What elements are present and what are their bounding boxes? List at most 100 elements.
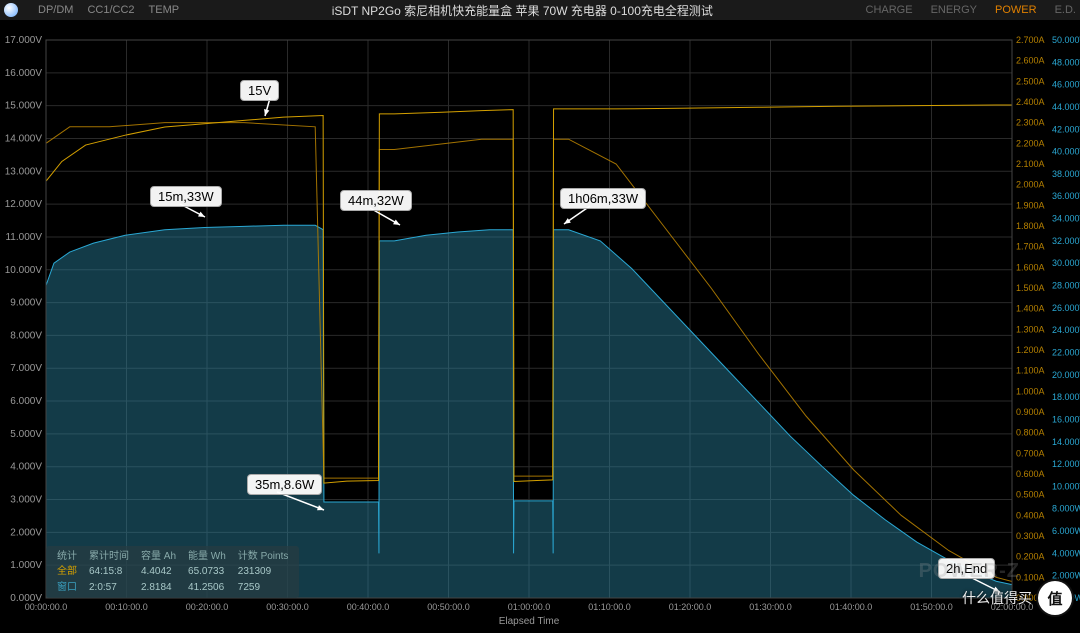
svg-text:1.700A: 1.700A <box>1016 242 1045 252</box>
svg-text:16.000V: 16.000V <box>5 68 43 79</box>
stats-h0: 统计 <box>52 550 82 564</box>
svg-text:46.000W: 46.000W <box>1052 80 1080 90</box>
svg-text:1.300A: 1.300A <box>1016 324 1045 334</box>
svg-text:12.000V: 12.000V <box>5 199 43 210</box>
svg-text:0.200A: 0.200A <box>1016 552 1045 562</box>
svg-text:0.400A: 0.400A <box>1016 510 1045 520</box>
svg-text:0.300A: 0.300A <box>1016 531 1045 541</box>
stats-box: 统计 累计时间 容量 Ah 能量 Wh 计数 Points 全部 64:15:8… <box>46 546 299 599</box>
annotation-4: 35m,8.6W <box>247 474 322 495</box>
stats-r0c2: 65.0733 <box>183 565 231 579</box>
svg-text:38.000W: 38.000W <box>1052 169 1080 179</box>
stats-r0c0: 64:15:8 <box>84 565 134 579</box>
badge-circle-icon: 值 <box>1038 581 1072 615</box>
chart-svg: 0.000V1.000V2.000V3.000V4.000V5.000V6.00… <box>0 20 1080 633</box>
svg-text:2.400A: 2.400A <box>1016 97 1045 107</box>
svg-text:14.000W: 14.000W <box>1052 437 1080 447</box>
site-badge: 什么值得买 值 <box>962 581 1072 615</box>
svg-text:9.000V: 9.000V <box>10 298 42 309</box>
svg-text:42.000W: 42.000W <box>1052 124 1080 134</box>
svg-text:3.000V: 3.000V <box>10 495 42 506</box>
tab-temp[interactable]: TEMP <box>149 4 180 16</box>
svg-text:0.600A: 0.600A <box>1016 469 1045 479</box>
svg-text:01:50:00.0: 01:50:00.0 <box>910 602 953 612</box>
topbar-left: DP/DM CC1/CC2 TEMP <box>4 3 179 17</box>
stats-h2: 容量 Ah <box>136 550 181 564</box>
stats-h4: 计数 Points <box>233 550 294 564</box>
svg-text:00:00:00.0: 00:00:00.0 <box>25 602 68 612</box>
svg-text:2.000V: 2.000V <box>10 527 42 538</box>
stats-r0-label: 全部 <box>52 565 82 579</box>
svg-text:00:10:00.0: 00:10:00.0 <box>105 602 148 612</box>
svg-text:32.000W: 32.000W <box>1052 236 1080 246</box>
svg-text:1.600A: 1.600A <box>1016 262 1045 272</box>
svg-text:0.800A: 0.800A <box>1016 428 1045 438</box>
svg-text:00:40:00.0: 00:40:00.0 <box>347 602 390 612</box>
svg-text:6.000V: 6.000V <box>10 396 42 407</box>
svg-text:12.000W: 12.000W <box>1052 459 1080 469</box>
svg-text:24.000W: 24.000W <box>1052 325 1080 335</box>
svg-text:26.000W: 26.000W <box>1052 303 1080 313</box>
svg-text:1.000V: 1.000V <box>10 560 42 571</box>
stats-r1c0: 2:0:57 <box>84 581 134 595</box>
svg-text:01:40:00.0: 01:40:00.0 <box>830 602 873 612</box>
svg-text:2.100A: 2.100A <box>1016 159 1045 169</box>
svg-text:8.000W: 8.000W <box>1052 504 1080 514</box>
svg-text:2.700A: 2.700A <box>1016 35 1045 45</box>
svg-text:2.600A: 2.600A <box>1016 56 1045 66</box>
svg-text:15.000V: 15.000V <box>5 101 43 112</box>
svg-text:4.000W: 4.000W <box>1052 548 1080 558</box>
svg-text:4.000V: 4.000V <box>10 462 42 473</box>
annotation-3: 1h06m,33W <box>560 188 646 209</box>
svg-text:20.000W: 20.000W <box>1052 370 1080 380</box>
svg-text:16.000W: 16.000W <box>1052 414 1080 424</box>
svg-text:01:30:00.0: 01:30:00.0 <box>749 602 792 612</box>
svg-text:0.500A: 0.500A <box>1016 490 1045 500</box>
watermark: POWER-Z <box>919 560 1020 583</box>
stats-r0c1: 4.4042 <box>136 565 181 579</box>
svg-text:00:20:00.0: 00:20:00.0 <box>186 602 229 612</box>
svg-text:8.000V: 8.000V <box>10 330 42 341</box>
svg-text:1.400A: 1.400A <box>1016 304 1045 314</box>
svg-text:2.500A: 2.500A <box>1016 76 1045 86</box>
svg-text:18.000W: 18.000W <box>1052 392 1080 402</box>
tab-charge[interactable]: CHARGE <box>866 4 913 16</box>
app-logo-icon <box>4 3 18 17</box>
annotation-1: 15m,33W <box>150 186 222 207</box>
svg-text:48.000W: 48.000W <box>1052 57 1080 67</box>
svg-text:30.000W: 30.000W <box>1052 258 1080 268</box>
tab-dpdm[interactable]: DP/DM <box>38 4 73 16</box>
svg-text:10.000V: 10.000V <box>5 265 43 276</box>
svg-text:50.000W: 50.000W <box>1052 35 1080 45</box>
tab-energy[interactable]: ENERGY <box>931 4 977 16</box>
stats-table: 统计 累计时间 容量 Ah 能量 Wh 计数 Points 全部 64:15:8… <box>50 548 295 597</box>
svg-text:1.500A: 1.500A <box>1016 283 1045 293</box>
svg-text:5.000V: 5.000V <box>10 429 42 440</box>
svg-text:13.000V: 13.000V <box>5 166 43 177</box>
svg-text:1.800A: 1.800A <box>1016 221 1045 231</box>
svg-text:10.000W: 10.000W <box>1052 481 1080 491</box>
svg-text:40.000W: 40.000W <box>1052 147 1080 157</box>
svg-text:0.700A: 0.700A <box>1016 448 1045 458</box>
stats-r1c3: 7259 <box>233 581 294 595</box>
tab-ed[interactable]: E.D. <box>1055 4 1076 16</box>
stats-h1: 累计时间 <box>84 550 134 564</box>
chart-area[interactable]: 0.000V1.000V2.000V3.000V4.000V5.000V6.00… <box>0 20 1080 633</box>
svg-text:34.000W: 34.000W <box>1052 214 1080 224</box>
svg-text:0.900A: 0.900A <box>1016 407 1045 417</box>
svg-text:1.200A: 1.200A <box>1016 345 1045 355</box>
svg-text:22.000W: 22.000W <box>1052 347 1080 357</box>
top-bar: DP/DM CC1/CC2 TEMP iSDT NP2Go 索尼相机快充能量盒 … <box>0 0 1080 20</box>
svg-text:6.000W: 6.000W <box>1052 526 1080 536</box>
svg-text:1.100A: 1.100A <box>1016 366 1045 376</box>
stats-r1c2: 41.2506 <box>183 581 231 595</box>
svg-text:01:00:00.0: 01:00:00.0 <box>508 602 551 612</box>
annotation-2: 44m,32W <box>340 190 412 211</box>
tab-cc[interactable]: CC1/CC2 <box>87 4 134 16</box>
svg-text:36.000W: 36.000W <box>1052 191 1080 201</box>
svg-text:14.000V: 14.000V <box>5 133 43 144</box>
svg-text:00:30:00.0: 00:30:00.0 <box>266 602 309 612</box>
tab-power[interactable]: POWER <box>995 4 1037 16</box>
annotation-0: 15V <box>240 80 279 101</box>
svg-text:11.000V: 11.000V <box>5 232 42 243</box>
